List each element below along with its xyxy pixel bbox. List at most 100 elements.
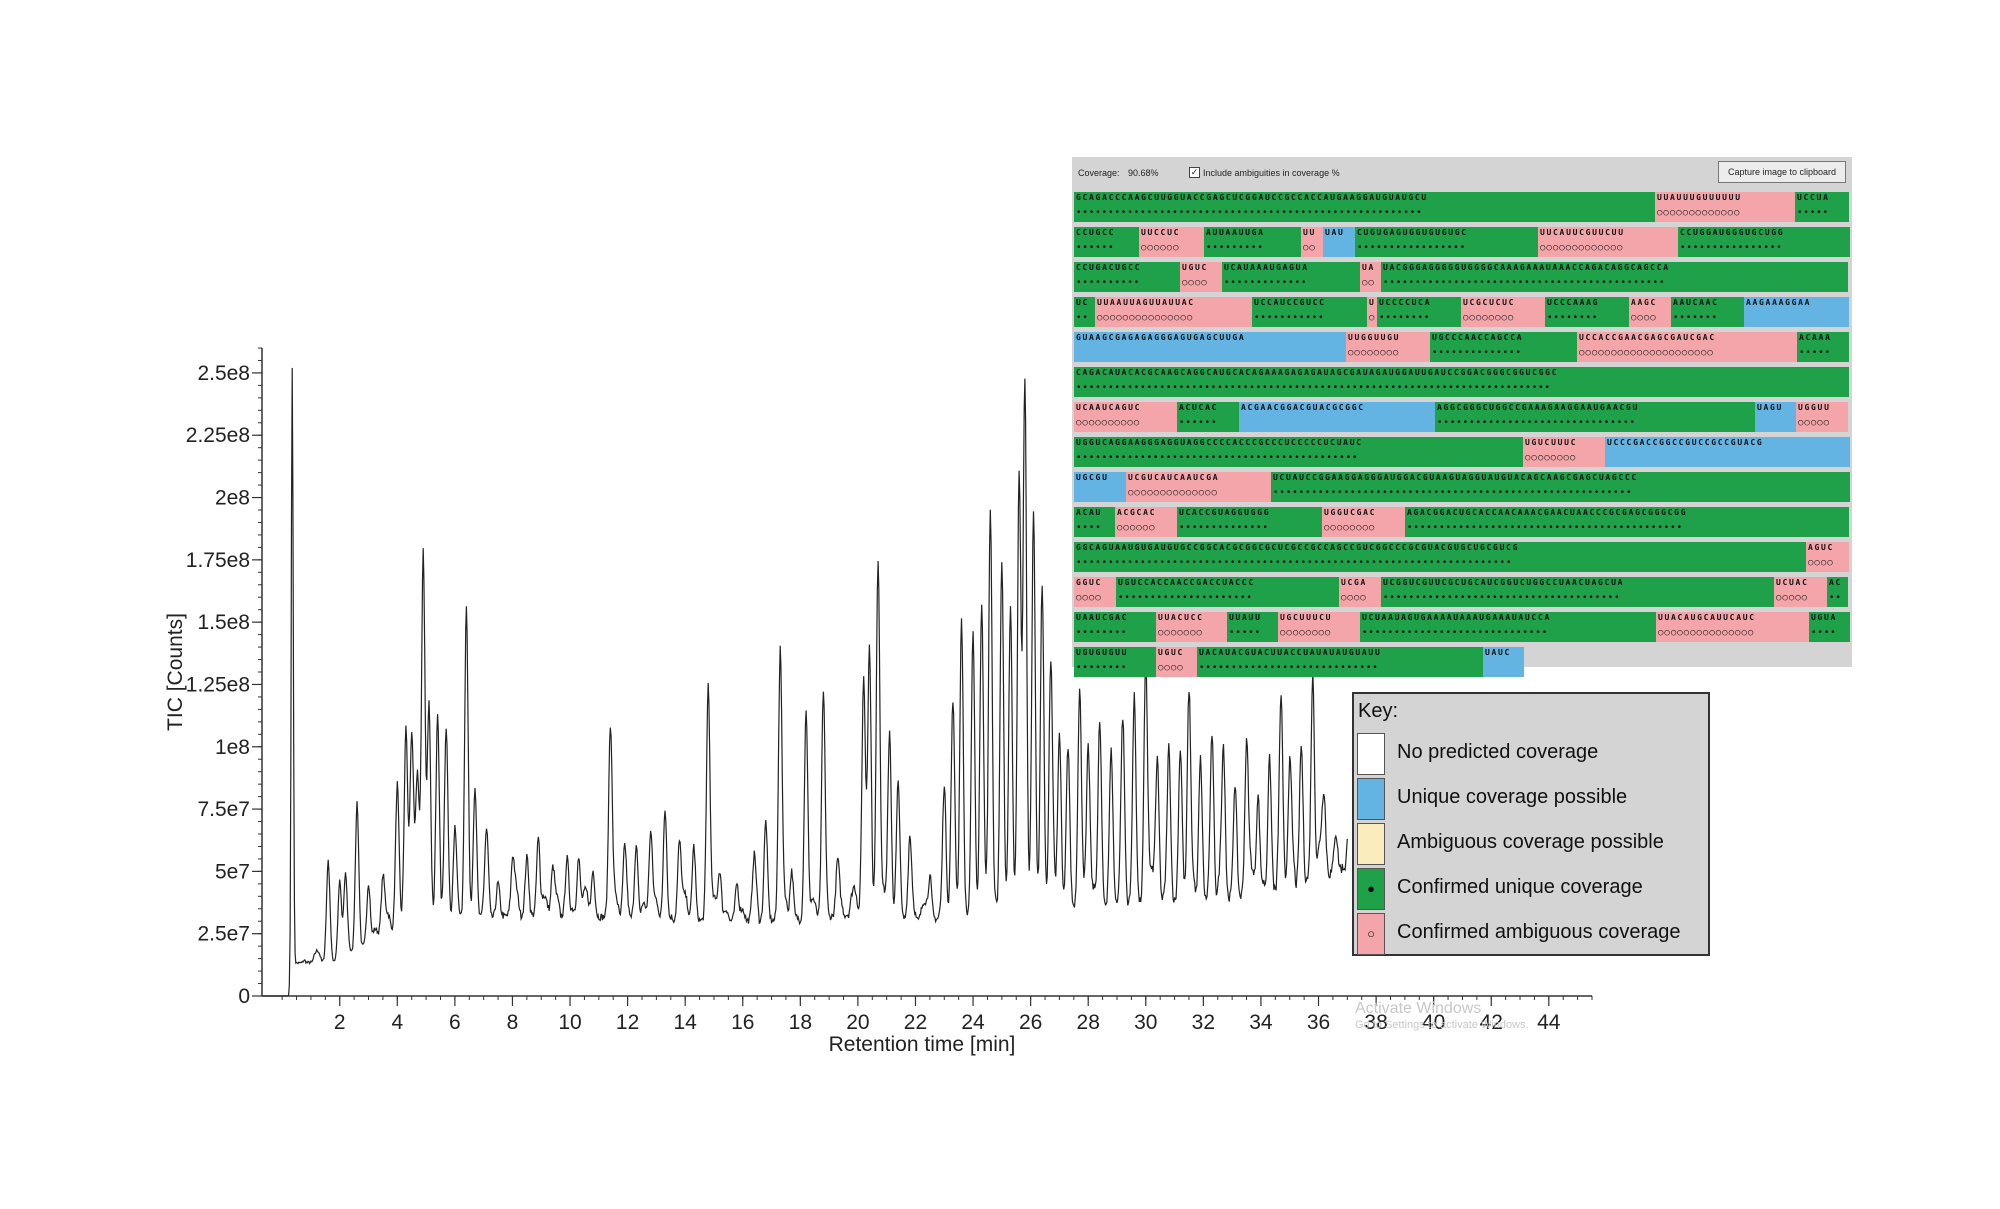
y-tick-label: 1.75e8 [186,549,250,572]
coverage-markers: ○ [1369,313,1375,323]
coverage-markers: ○○○○○○○○○○○○○○○○○○○○○ [1579,348,1714,358]
coverage-markers: ••••••••••••••••••••• [1118,593,1253,603]
sequence-segment: UCUAUCCGGAAGGAGGGAUGGACGUAAGUAGGUAUGUACA… [1271,472,1850,502]
coverage-markers: ○○○○○ [1776,593,1809,603]
sequence-segment: UCCUA ••••• [1795,192,1849,222]
sequence-segment: UCUAAUAGUGAAAAUAAAUGAAAUAUCCA •••••••••••… [1360,612,1656,642]
coverage-markers: •• [1076,313,1089,323]
sequence-letters: UCCACCGAACGAGCGAUCGAC [1579,333,1716,342]
coverage-markers: ••••••••••••••••••••••••••••••• [1437,418,1636,428]
y-tick-label: 7.5e7 [197,798,250,821]
x-tick-label: 4 [391,1011,403,1034]
sequence-letters: UUACUCC [1158,613,1204,622]
coverage-markers: ••••••••••••••••••••••••••••••••••••••••… [1076,453,1359,463]
sequence-segment: UCCCCUCA •••••••• [1377,297,1461,327]
x-tick-label: 2 [334,1011,346,1034]
sequence-segment: ACGCAC ○○○○○○ [1115,507,1177,537]
sequence-segment: UGUCCACCAACCGACCUACCC •••••••••••••••••••… [1116,577,1339,607]
x-tick-label: 14 [674,1011,698,1034]
sequence-letters: UACAUACGUACUUACCUAUAUAUGUAUU [1199,648,1382,657]
coverage-markers: ○○○○○○○○○○○○○○○ [1658,628,1755,638]
legend-label: No predicted coverage [1397,741,1599,763]
coverage-markers: •• [1829,593,1842,603]
sequence-segment: UACAUACGUACUUACCUAUAUAUGUAUU ••••••••••••… [1197,647,1483,677]
coverage-markers: ••••••••••••••••••••••••••••••••••••••••… [1273,488,1633,498]
sequence-segment: AUUAAUUGA ••••••••• [1204,227,1301,257]
sequence-letters: ACUCAC [1179,403,1219,412]
coverage-markers: ○○○○○○○○ [1463,313,1515,323]
sequence-segment: UGUCUUUC ○○○○○○○○ [1523,437,1605,467]
sequence-letters: CUGUGAGUGGUGUGUGC [1357,228,1468,237]
sequence-letters: UGCUUUCU [1280,613,1333,622]
sequence-segment: GGUC ○○○○ [1074,577,1116,607]
sequence-segment: UGUC ○○○○ [1180,262,1222,292]
sequence-letters: ACAU [1076,508,1103,517]
legend-label: Ambiguous coverage possible [1397,831,1664,853]
sequence-letters: AAUCAAC [1673,298,1719,307]
x-tick-label: 32 [1192,1011,1215,1034]
legend-swatch [1357,823,1385,865]
sequence-letters: UCCAUCCGUCC [1254,298,1326,307]
sequence-letters: UAU [1325,228,1345,237]
sequence-segment: UUGGUUGU ○○○○○○○○ [1346,332,1430,362]
sequence-segment: UU ○○ [1301,227,1323,257]
coverage-value: 90.68% [1128,168,1159,178]
sequence-letters: UUGGUUGU [1348,333,1401,342]
coverage-markers: ••••••••••••••••••••••••••••••••••••• [1383,593,1621,603]
sequence-segment: UCCCAAAG •••••••• [1545,297,1629,327]
sequence-segment: UCACCGUAGGUGGG •••••••••••••• [1177,507,1322,537]
sequence-row: UGGUCAGGAAGGGAGGUAGGCCCCACCCGCCCUCCCCCUC… [1074,437,1850,467]
sequence-letters: AUUAAUUGA [1206,228,1265,237]
legend-item-confirmed-unique: ● Confirmed unique coverage [1354,866,1708,911]
sequence-letters: UCAUAAAUGAGUA [1224,263,1309,272]
sequence-letters: UGCGU [1076,473,1109,482]
coverage-markers: ○○○○ [1076,593,1102,603]
x-tick-label: 24 [961,1011,985,1034]
sequence-row: CCUGACUGCC •••••••••• UGUC ○○○○ UCAUAAAUGAGU… [1074,262,1849,292]
x-tick-label: 6 [449,1011,461,1034]
x-axis-title: Retention time [min] [829,1033,1016,1056]
coverage-markers: ••••• [1797,208,1830,218]
x-tick-label: 22 [904,1011,927,1034]
coverage-markers: ○○○○○○○○ [1280,628,1332,638]
capture-image-button[interactable]: Capture image to clipboard [1718,161,1846,183]
sequence-segment: AAUCAAC ••••••• [1671,297,1744,327]
coverage-markers: ○○○○○○○○○○○○○ [1657,208,1741,218]
legend-swatch: ● [1357,868,1385,910]
sequence-segment: UCCACCGAACGAGCGAUCGAC ○○○○○○○○○○○○○○○○○○○… [1577,332,1797,362]
sequence-segment: AAGC ○○○○ [1629,297,1671,327]
sequence-segment: AGACGGACUGCACCAACAAACGAACUAACCCGCGAGCGGG… [1405,507,1849,537]
coverage-markers: •••••••••••••• [1179,523,1269,533]
y-axis-title: TIC [Counts] [164,613,187,731]
sequence-letters: AGGCGGGCUGGCCGAAAGAAGGAAUGAACGU [1437,403,1640,412]
sequence-segment: UCGCUCUC ○○○○○○○○ [1461,297,1545,327]
sequence-letters: UUAUU [1229,613,1262,622]
coverage-label: Coverage: [1078,168,1120,178]
sequence-letters: UCCCAAAG [1547,298,1600,307]
sequence-letters: UCUAC [1776,578,1809,587]
x-tick-label: 16 [731,1011,754,1034]
sequence-letters: GUAAGCGAGAGAGGGAGUGAGCUUGA [1076,333,1246,342]
sequence-segment: AAGAAAGGAA [1744,297,1849,327]
x-tick-label: 44 [1537,1011,1561,1034]
sequence-segment: ACAU •••• [1074,507,1115,537]
sequence-segment: UAU [1323,227,1355,257]
include-ambiguities-checkbox[interactable]: ✓ [1189,167,1200,178]
sequence-letters: UCCCGACCGGCCGUCCGCCGUACG [1607,438,1764,447]
sequence-letters: AGACGGACUGCACCAACAAACGAACUAACCCGCGAGCGGG… [1407,508,1688,517]
coverage-markers: ○○○○○○ [1141,243,1180,253]
include-ambiguities-label[interactable]: Include ambiguities in coverage % [1203,168,1340,178]
sequence-row: ACAU •••• ACGCAC ○○○○○○ UCACCGUAGGUGGG ••••••… [1074,507,1849,537]
legend-label: Unique coverage possible [1397,786,1628,808]
watermark-line-2: Go to Settings to activate Windows. [1355,1019,1529,1031]
x-tick-label: 8 [507,1011,519,1034]
sequence-letters: UAUC [1485,648,1512,657]
x-tick-label: 30 [1134,1011,1157,1034]
sequence-segment: AGUC ○○○○ [1806,542,1849,572]
sequence-segment: UUCCUC ○○○○○○ [1139,227,1204,257]
coverage-markers: •••••••• [1547,313,1599,323]
y-tick-label: 0 [238,985,250,1008]
coverage-toolbar: Coverage: 90.68% ✓ Include ambiguities i… [1072,157,1852,187]
sequence-segment: UCAUAAAUGAGUA ••••••••••••• [1222,262,1360,292]
coverage-markers: ••••••••••••••••••••••••••••••••••••••••… [1076,383,1551,393]
